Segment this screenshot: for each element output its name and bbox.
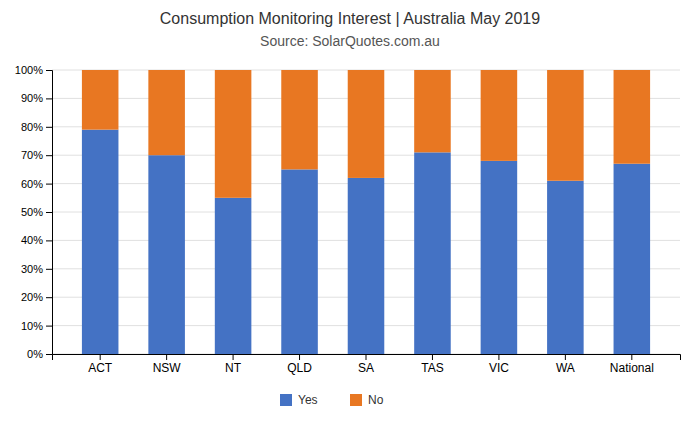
x-tick: National	[610, 354, 654, 375]
bar	[547, 181, 584, 354]
y-tick-label: 40%	[21, 234, 43, 246]
y-tick-label: 10%	[21, 320, 43, 332]
x-tick: ACT	[88, 354, 113, 375]
y-tick-label: 90%	[21, 92, 43, 104]
y-tick-mark	[46, 212, 52, 213]
y-tick: 40%	[21, 234, 52, 246]
x-tick: TAS	[421, 354, 443, 375]
y-tick-mark	[46, 127, 52, 128]
y-tick-label: 0%	[27, 348, 43, 360]
y-tick-label: 70%	[21, 149, 43, 161]
y-tick: 50%	[21, 206, 52, 218]
y-tick-mark	[46, 70, 52, 71]
bar	[348, 178, 385, 354]
grid	[52, 70, 680, 354]
bar	[481, 70, 518, 161]
y-tick: 70%	[21, 149, 52, 161]
y-tick-label: 80%	[21, 121, 43, 133]
x-tick-label: QLD	[287, 361, 312, 375]
subtitle: Source: SolarQuotes.com.au	[260, 33, 440, 49]
x-tick-mark	[366, 354, 367, 360]
legend-swatch	[350, 394, 362, 406]
legend-label: No	[368, 393, 384, 407]
x-tick-mark	[233, 354, 234, 360]
bar	[148, 70, 185, 155]
bar	[215, 70, 252, 198]
x-tick-mark	[166, 354, 167, 360]
y-tick-label: 50%	[21, 206, 43, 218]
bar	[414, 70, 451, 152]
bar	[281, 70, 318, 169]
y-tick: 20%	[21, 291, 52, 303]
x-tick: NSW	[153, 354, 182, 375]
y-tick: 30%	[21, 263, 52, 275]
x-tick: WA	[556, 354, 575, 375]
x-tick-mark	[299, 354, 300, 360]
x-tick-label: SA	[358, 361, 374, 375]
bar	[82, 70, 119, 130]
y-tick-label: 60%	[21, 178, 43, 190]
x-axis-line	[53, 355, 681, 361]
x-tick: VIC	[489, 354, 509, 375]
y-tick-mark	[46, 297, 52, 298]
x-tick-label: VIC	[489, 361, 509, 375]
y-tick-label: 20%	[21, 291, 43, 303]
y-tick-mark	[46, 184, 52, 185]
series	[82, 70, 650, 198]
x-tick-label: NT	[225, 361, 242, 375]
x-tick: NT	[225, 354, 242, 375]
x-tick-label: TAS	[421, 361, 443, 375]
y-tick-mark	[46, 155, 52, 156]
x-tick: QLD	[287, 354, 312, 375]
bars	[82, 70, 650, 354]
plot: 0% 10% 20% 30% 40% 50% 60% 70% 80% 90% 100% ACT NSW N…	[15, 64, 681, 375]
bar	[481, 161, 518, 354]
x-axis: ACT NSW NT QLD SA TAS VIC WA National	[53, 354, 681, 375]
y-tick: 100%	[15, 64, 52, 76]
y-axis: 0% 10% 20% 30% 40% 50% 60% 70% 80% 90% 100%	[15, 64, 53, 360]
bar	[348, 70, 385, 178]
legend-item: Yes	[280, 393, 318, 407]
x-tick-mark	[432, 354, 433, 360]
legend-swatch	[280, 394, 292, 406]
title: Consumption Monitoring Interest | Austra…	[160, 10, 540, 27]
y-tick: 0%	[27, 348, 52, 360]
x-tick-mark	[565, 354, 566, 360]
y-tick-mark	[46, 240, 52, 241]
y-tick-label: 100%	[15, 64, 43, 76]
legend-label: Yes	[298, 393, 318, 407]
y-tick-label: 30%	[21, 263, 43, 275]
y-axis-line	[46, 71, 53, 355]
y-tick-mark	[46, 326, 52, 327]
y-tick-mark	[46, 269, 52, 270]
y-tick: 80%	[21, 121, 52, 133]
y-tick: 90%	[21, 92, 52, 104]
bar	[614, 164, 651, 354]
bar	[148, 155, 185, 354]
y-tick: 60%	[21, 178, 52, 190]
x-tick-mark	[498, 354, 499, 360]
bar	[281, 169, 318, 354]
y-tick-mark	[46, 98, 52, 99]
x-tick-label: NSW	[153, 361, 182, 375]
bar	[614, 70, 651, 164]
bar	[82, 130, 119, 354]
y-tick-mark	[46, 354, 52, 355]
x-tick-mark	[100, 354, 101, 360]
bar	[215, 198, 252, 354]
bar	[414, 152, 451, 354]
bar	[547, 70, 584, 181]
x-tick-label: WA	[556, 361, 575, 375]
x-tick-mark	[631, 354, 632, 360]
x-tick-label: ACT	[88, 361, 113, 375]
x-tick: SA	[358, 354, 374, 375]
y-tick: 10%	[21, 320, 52, 332]
legend-item: No	[350, 393, 384, 407]
chart: Consumption Monitoring Interest | Austra…	[0, 0, 700, 426]
legend: Yes No	[280, 393, 384, 407]
x-tick-label: National	[610, 361, 654, 375]
